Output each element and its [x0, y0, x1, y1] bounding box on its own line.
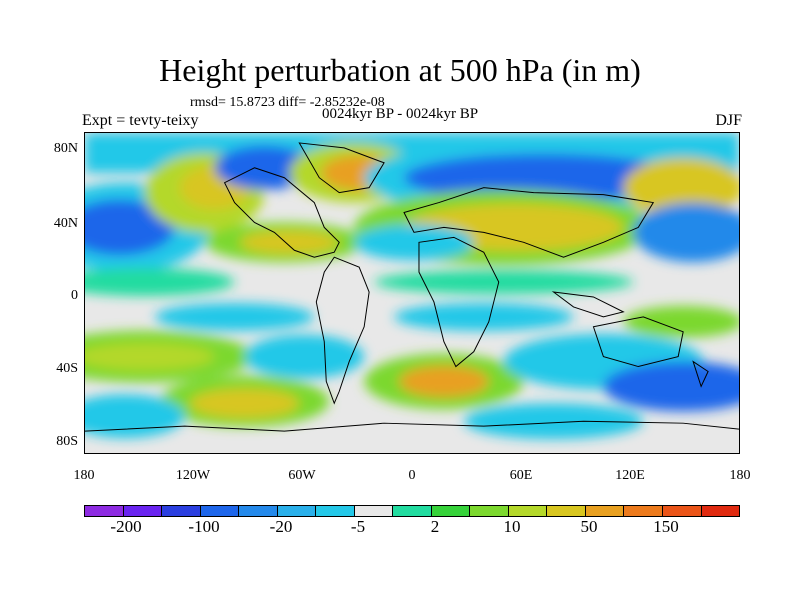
y-tick-label: 80N	[53, 141, 78, 156]
y-tick-label: 40S	[56, 361, 78, 376]
colorbar-swatch	[470, 506, 509, 516]
colorbar-label: 2	[430, 517, 440, 536]
colorbar-swatch	[701, 506, 740, 516]
height-perturbation-map	[85, 133, 739, 453]
colorbar-swatch	[624, 506, 663, 516]
colorbar-label: 10	[503, 517, 521, 536]
colorbar-label: 50	[580, 517, 598, 536]
x-tick-label: 60W	[288, 468, 316, 483]
colorbar-swatch	[316, 506, 355, 516]
x-tick-label: 120E	[615, 468, 645, 483]
chart-title: Height perturbation at 500 hPa (in m)	[159, 52, 641, 88]
x-tick-label: 60E	[509, 468, 533, 483]
colorbar	[84, 505, 740, 517]
colorbar-swatch	[585, 506, 625, 516]
y-tick-label: 0	[71, 288, 78, 303]
colorbar-swatch	[547, 506, 586, 516]
map-panel	[84, 132, 740, 454]
x-tick-label: 0	[408, 468, 416, 483]
colorbar-swatch	[431, 506, 471, 516]
colorbar-swatch	[123, 506, 163, 516]
x-tick-label: 180	[729, 468, 751, 483]
colorbar-label: -20	[269, 517, 293, 536]
colorbar-swatch	[508, 506, 548, 516]
y-tick-label: 40N	[53, 216, 78, 231]
colorbar-swatch	[239, 506, 278, 516]
colorbar-swatch	[200, 506, 240, 516]
x-tick-label: 180	[73, 468, 95, 483]
period-text: 0024kyr BP - 0024kyr BP	[321, 106, 479, 122]
colorbar-swatch	[162, 506, 201, 516]
colorbar-label: 150	[653, 517, 679, 536]
colorbar-swatch	[393, 506, 432, 516]
experiment-label: Expt = tevty-teixy	[82, 112, 199, 129]
colorbar-label: -100	[188, 517, 220, 536]
season-label: DJF	[715, 112, 742, 129]
colorbar-swatch	[662, 506, 702, 516]
colorbar-swatch	[354, 506, 394, 516]
colorbar-swatch	[85, 506, 124, 516]
stats-text: rmsd= 15.8723 diff= -2.85232e-08	[190, 95, 385, 110]
colorbar-label: -5	[350, 517, 366, 536]
colorbar-swatch	[277, 506, 317, 516]
colorbar-label: -200	[110, 517, 142, 536]
x-tick-label: 120W	[175, 468, 211, 483]
y-tick-label: 80S	[56, 434, 78, 449]
